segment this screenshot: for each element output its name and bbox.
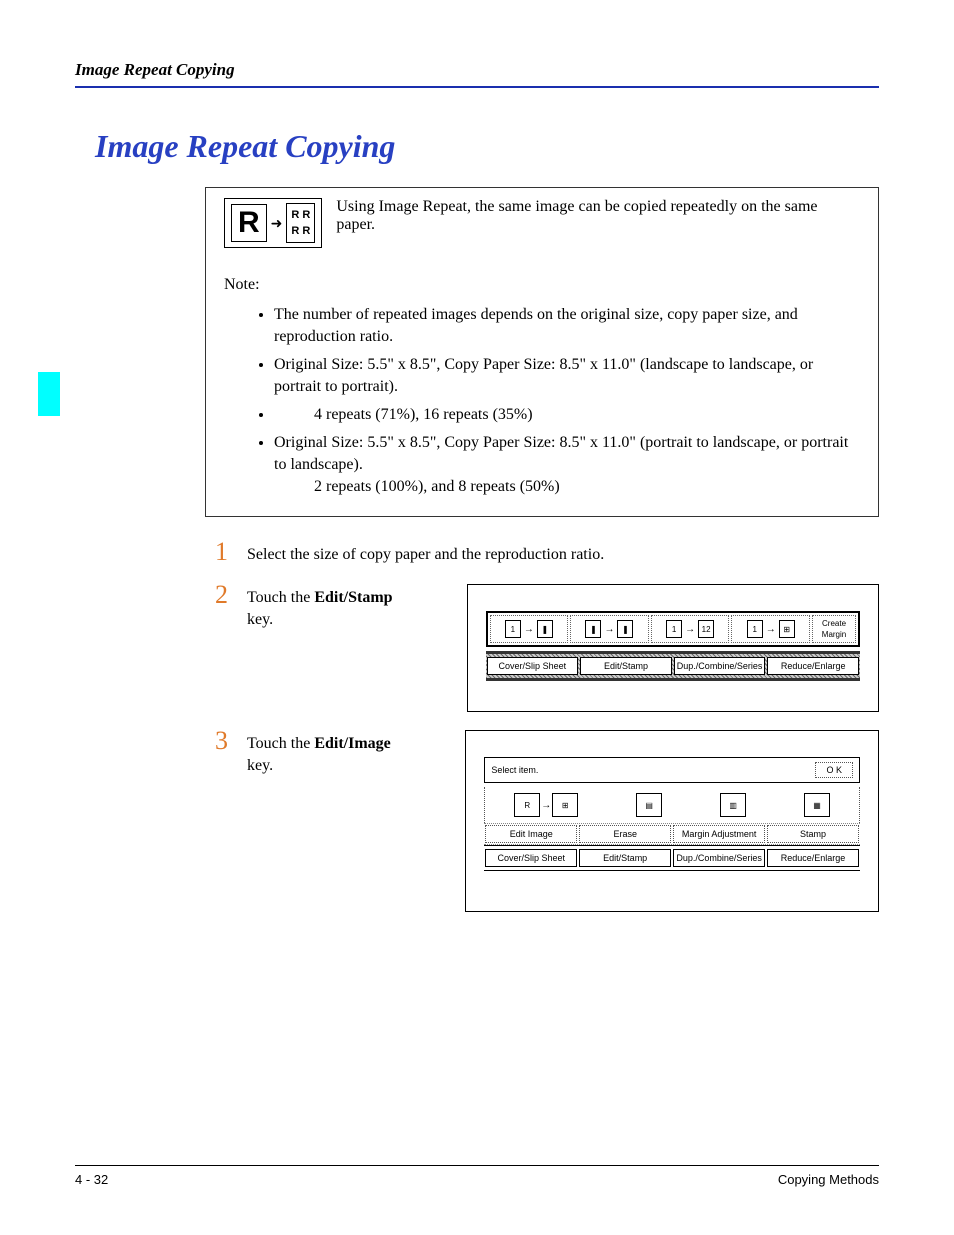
stamp-button[interactable]: Stamp xyxy=(767,825,859,843)
button-row: Edit Image Erase Margin Adjustment Stamp xyxy=(484,823,860,845)
tab-cover-slip-sheet[interactable]: Cover/Slip Sheet xyxy=(485,849,577,867)
tab-row: Cover/Slip Sheet Edit/Stamp Dup./Combine… xyxy=(486,651,860,681)
intro-note-box: R ➜ R R R R Using Image Repeat, the same… xyxy=(205,187,879,517)
section-name: Copying Methods xyxy=(778,1172,879,1187)
step-2: 2 Touch the Edit/Stamp key. 1→❚ ❚→❚ 1→ xyxy=(215,584,879,712)
ok-button[interactable]: O K xyxy=(815,762,853,778)
page-title: Image Repeat Copying xyxy=(95,128,879,165)
panel-edit-stamp: 1→❚ ❚→❚ 1→12 1→⊞ Create Margin xyxy=(467,584,879,712)
margin-icon: ▥ xyxy=(720,793,746,817)
page-footer: 4 - 32 Copying Methods xyxy=(75,1165,879,1187)
select-item-label: Select item. xyxy=(491,765,538,775)
panel-edit-image: Select item. O K R → ⊞ ▤ ▥ ▦ xyxy=(465,730,879,912)
margin-adjustment-button[interactable]: Margin Adjustment xyxy=(673,825,765,843)
tab-edit-stamp[interactable]: Edit/Stamp xyxy=(579,849,671,867)
tab-cover-slip-sheet[interactable]: Cover/Slip Sheet xyxy=(487,657,579,675)
step-text: Touch the Edit/Stamp key. xyxy=(247,584,417,631)
stamp-icon: ▦ xyxy=(804,793,830,817)
mode-cell[interactable]: 1→❚ xyxy=(490,615,569,643)
edit-source-icon: R xyxy=(514,793,540,817)
tab-reduce-enlarge[interactable]: Reduce/Enlarge xyxy=(767,657,859,675)
note-item: The number of repeated images depends on… xyxy=(274,304,860,348)
intro-text: Using Image Repeat, the same image can b… xyxy=(336,198,860,234)
edit-result-icon: ⊞ xyxy=(552,793,578,817)
mode-cell[interactable]: ❚→❚ xyxy=(570,615,649,643)
note-item: 4 repeats (71%), 16 repeats (35%) xyxy=(274,404,860,426)
step-number: 1 xyxy=(215,541,229,563)
tab-reduce-enlarge[interactable]: Reduce/Enlarge xyxy=(767,849,859,867)
tab-row: Cover/Slip Sheet Edit/Stamp Dup./Combine… xyxy=(484,845,860,871)
mode-cell[interactable]: 1→⊞ xyxy=(731,615,810,643)
step-text: Select the size of copy paper and the re… xyxy=(247,541,604,566)
step-1: 1 Select the size of copy paper and the … xyxy=(215,541,879,566)
big-r-glyph: R xyxy=(231,204,267,242)
tab-dup-combine-series[interactable]: Dup./Combine/Series xyxy=(674,657,766,675)
tab-dup-combine-series[interactable]: Dup./Combine/Series xyxy=(673,849,765,867)
edit-image-button[interactable]: Edit Image xyxy=(485,825,577,843)
mode-cell[interactable]: 1→12 xyxy=(651,615,730,643)
page-number: 4 - 32 xyxy=(75,1172,108,1187)
arrow-icon: → xyxy=(541,800,551,811)
rr-grid-icon: R R R R xyxy=(286,203,315,243)
step-number: 3 xyxy=(215,730,229,752)
erase-icon: ▤ xyxy=(636,793,662,817)
image-repeat-icon: R ➜ R R R R xyxy=(224,198,322,248)
step-3: 3 Touch the Edit/Image key. Select item.… xyxy=(215,730,879,912)
step-number: 2 xyxy=(215,584,229,606)
note-label: Note: xyxy=(224,276,860,294)
arrow-icon: ➜ xyxy=(271,215,283,232)
tab-edit-stamp[interactable]: Edit/Stamp xyxy=(580,657,672,675)
note-item: Original Size: 5.5" x 8.5", Copy Paper S… xyxy=(274,432,860,498)
create-margin-button[interactable]: Create Margin xyxy=(812,615,856,643)
running-header: Image Repeat Copying xyxy=(75,60,879,88)
step-text: Touch the Edit/Image key. xyxy=(247,730,415,777)
note-item: Original Size: 5.5" x 8.5", Copy Paper S… xyxy=(274,354,860,398)
section-tab-marker xyxy=(38,372,60,416)
mode-icon-row: 1→❚ ❚→❚ 1→12 1→⊞ Create Margin xyxy=(486,611,860,647)
note-list: The number of repeated images depends on… xyxy=(274,304,860,498)
icon-row: R → ⊞ ▤ ▥ ▦ xyxy=(484,787,860,823)
select-item-bar: Select item. O K xyxy=(484,757,860,783)
erase-button[interactable]: Erase xyxy=(579,825,671,843)
